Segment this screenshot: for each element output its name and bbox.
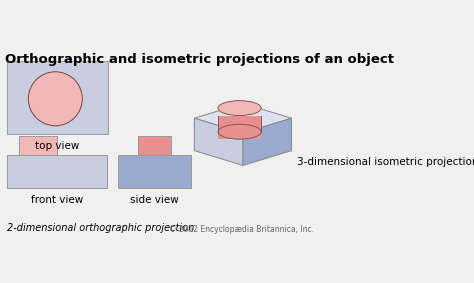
Polygon shape — [194, 103, 292, 133]
Text: 3-dimensional isometric projection: 3-dimensional isometric projection — [297, 157, 474, 167]
Text: © 2012 Encyclopædia Britannica, Inc.: © 2012 Encyclopædia Britannica, Inc. — [170, 225, 314, 233]
Text: top view: top view — [35, 141, 80, 151]
Polygon shape — [218, 115, 261, 139]
Bar — [118, 155, 191, 188]
Text: front view: front view — [30, 195, 83, 205]
Polygon shape — [243, 118, 292, 166]
Bar — [137, 136, 172, 155]
Text: side view: side view — [130, 195, 179, 205]
Polygon shape — [194, 118, 243, 166]
Ellipse shape — [218, 124, 261, 139]
Bar — [7, 61, 108, 134]
Bar — [19, 136, 57, 155]
Bar — [7, 155, 107, 188]
Text: 2-dimensional orthographic projection: 2-dimensional orthographic projection — [7, 223, 194, 233]
Ellipse shape — [218, 101, 261, 115]
Text: Orthographic and isometric projections of an object: Orthographic and isometric projections o… — [5, 53, 394, 67]
Ellipse shape — [28, 72, 82, 126]
